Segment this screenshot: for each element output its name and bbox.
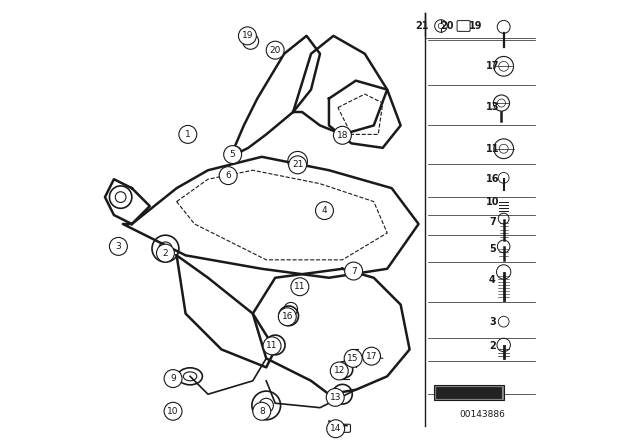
Text: 3: 3 bbox=[489, 317, 496, 327]
Text: 11: 11 bbox=[266, 341, 278, 350]
Text: 17: 17 bbox=[486, 61, 499, 71]
Circle shape bbox=[164, 402, 182, 420]
Text: 1: 1 bbox=[185, 130, 191, 139]
Text: 13: 13 bbox=[486, 102, 499, 112]
Text: 14: 14 bbox=[330, 424, 341, 433]
Circle shape bbox=[344, 262, 362, 280]
Circle shape bbox=[156, 244, 174, 262]
Circle shape bbox=[326, 388, 344, 406]
Circle shape bbox=[333, 126, 351, 144]
Text: 17: 17 bbox=[366, 352, 377, 361]
Text: 12: 12 bbox=[333, 366, 345, 375]
Text: 7: 7 bbox=[489, 217, 496, 227]
Text: 19: 19 bbox=[469, 21, 483, 31]
Text: 19: 19 bbox=[242, 31, 253, 40]
Bar bbox=[436, 387, 502, 398]
Circle shape bbox=[253, 402, 271, 420]
Text: 18: 18 bbox=[337, 131, 348, 140]
Text: 21: 21 bbox=[292, 160, 303, 169]
Text: 2: 2 bbox=[163, 249, 168, 258]
Circle shape bbox=[164, 370, 182, 388]
Text: 15: 15 bbox=[348, 354, 359, 363]
Text: 16: 16 bbox=[282, 312, 293, 321]
Circle shape bbox=[219, 167, 237, 185]
Circle shape bbox=[291, 278, 309, 296]
Circle shape bbox=[263, 337, 281, 355]
Text: 00143886: 00143886 bbox=[460, 410, 505, 419]
Circle shape bbox=[109, 237, 127, 255]
Circle shape bbox=[330, 362, 348, 380]
Text: 13: 13 bbox=[330, 393, 341, 402]
Text: 4: 4 bbox=[489, 275, 496, 285]
Text: 5: 5 bbox=[230, 150, 236, 159]
Circle shape bbox=[327, 420, 344, 438]
Circle shape bbox=[239, 27, 257, 45]
Text: 7: 7 bbox=[351, 267, 356, 276]
Circle shape bbox=[266, 41, 284, 59]
Text: 10: 10 bbox=[486, 198, 499, 207]
Circle shape bbox=[344, 349, 362, 367]
Text: 20: 20 bbox=[440, 21, 454, 31]
Text: 4: 4 bbox=[322, 206, 327, 215]
Text: 10: 10 bbox=[167, 407, 179, 416]
Circle shape bbox=[278, 308, 296, 326]
Text: 3: 3 bbox=[116, 242, 121, 251]
Text: 6: 6 bbox=[225, 171, 231, 180]
Text: 21: 21 bbox=[415, 21, 429, 31]
Bar bbox=[435, 385, 504, 400]
Circle shape bbox=[179, 125, 197, 143]
Circle shape bbox=[362, 347, 380, 365]
Text: 5: 5 bbox=[489, 244, 496, 254]
Text: 11: 11 bbox=[486, 144, 499, 154]
Text: 11: 11 bbox=[294, 282, 305, 291]
Text: 8: 8 bbox=[259, 407, 264, 416]
Circle shape bbox=[289, 156, 307, 174]
Circle shape bbox=[316, 202, 333, 220]
Text: 9: 9 bbox=[170, 374, 176, 383]
Text: 2: 2 bbox=[489, 341, 496, 351]
Text: 20: 20 bbox=[269, 46, 281, 55]
Circle shape bbox=[224, 146, 242, 164]
Text: 16: 16 bbox=[486, 174, 499, 184]
